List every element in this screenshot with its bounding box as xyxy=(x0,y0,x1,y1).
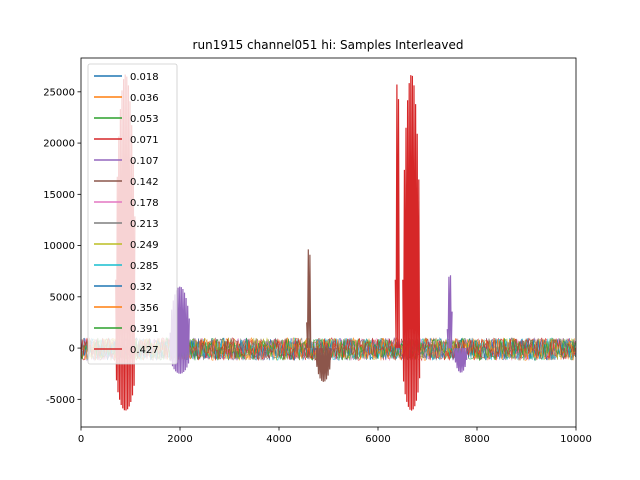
legend-label-4: 0.107 xyxy=(130,156,159,167)
legend-label-2: 0.053 xyxy=(130,114,159,125)
y-tick-label-0: -5000 xyxy=(46,395,75,406)
x-tick-label-0: 0 xyxy=(78,434,84,445)
x-tick-label-3: 6000 xyxy=(365,434,390,445)
legend-label-6: 0.178 xyxy=(130,198,159,209)
legend-label-3: 0.071 xyxy=(130,135,159,146)
y-tick-label-6: 25000 xyxy=(43,87,75,98)
legend-label-13: 0.427 xyxy=(130,345,159,356)
x-tick-label-4: 8000 xyxy=(464,434,489,445)
pulse-feature-5 xyxy=(402,75,421,411)
legend: 0.018 0.036 0.053 0.071 0.107 0.142 0.178 0.213… xyxy=(87,63,178,365)
pulse-feature-4 xyxy=(394,84,400,349)
pulse-feature-2 xyxy=(306,249,312,349)
y-tick-label-5: 20000 xyxy=(43,139,75,150)
x-tick-label-1: 2000 xyxy=(167,434,192,445)
axes: 0 2000 4000 6000 8000 10000 -5000 0 5000 10000 150… xyxy=(43,57,592,445)
legend-label-7: 0.213 xyxy=(130,219,159,230)
legend-label-5: 0.142 xyxy=(130,177,159,188)
legend-label-9: 0.285 xyxy=(130,261,159,272)
pulse-feature-6 xyxy=(446,275,453,349)
legend-label-10: 0.32 xyxy=(130,282,152,293)
legend-label-12: 0.391 xyxy=(130,324,159,335)
axes-frame xyxy=(80,57,577,428)
y-tick-label-3: 10000 xyxy=(43,241,75,252)
pulse-feature-3 xyxy=(315,348,332,382)
legend-box xyxy=(87,63,178,365)
legend-label-8: 0.249 xyxy=(130,240,159,251)
y-tick-label-2: 5000 xyxy=(50,292,75,303)
pulse-feature-7 xyxy=(454,348,468,373)
y-tick-label-1: 0 xyxy=(69,344,75,355)
y-tick-label-4: 15000 xyxy=(43,190,75,201)
legend-label-11: 0.356 xyxy=(130,303,159,314)
legend-label-0: 0.018 xyxy=(130,72,159,83)
chart-title: run1915 channel051 hi: Samples Interleav… xyxy=(193,38,464,52)
x-tick-label-5: 10000 xyxy=(560,434,592,445)
x-tick-label-2: 4000 xyxy=(266,434,291,445)
legend-label-1: 0.036 xyxy=(130,93,159,104)
